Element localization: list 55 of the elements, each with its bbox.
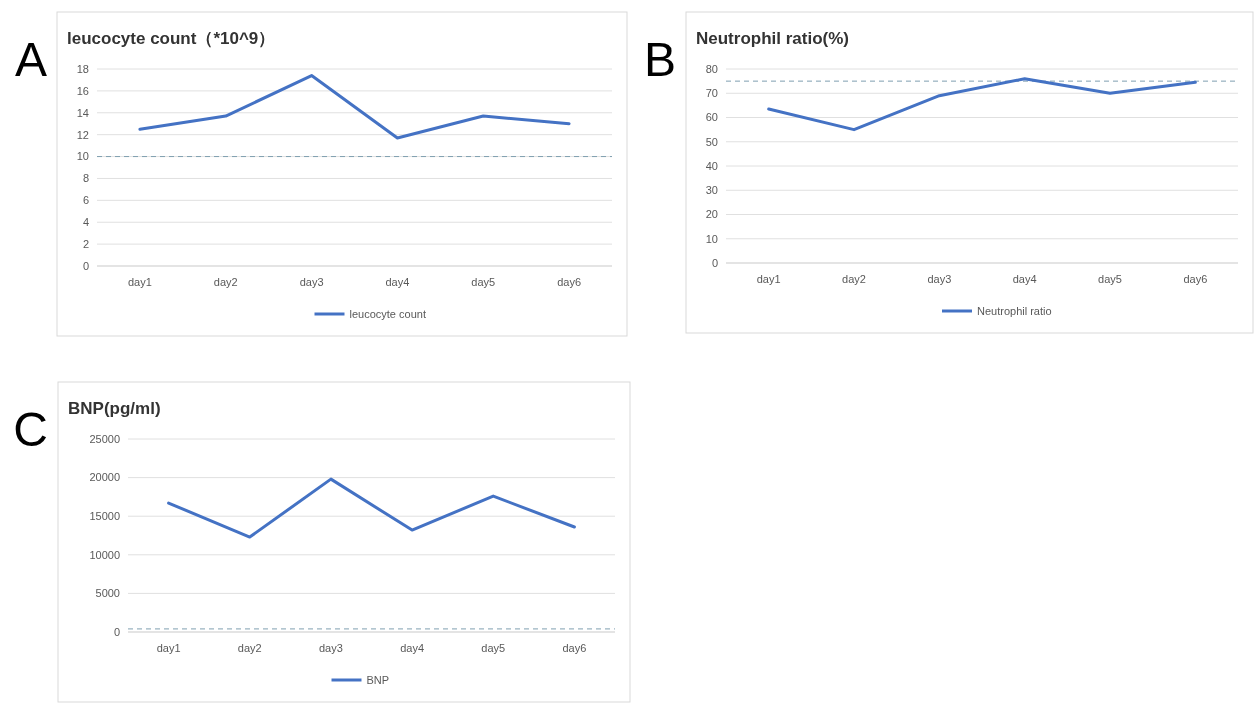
x-tick-label: day1 (756, 273, 781, 285)
y-tick-label: 10 (76, 150, 89, 163)
x-tick-label: day1 (156, 642, 181, 654)
y-tick-label: 4 (82, 216, 89, 229)
x-tick-label: day3 (318, 642, 343, 654)
x-tick-label: day5 (471, 276, 496, 288)
chart-title: Neutrophil ratio(%) (696, 29, 849, 48)
x-tick-label: day1 (127, 276, 152, 288)
x-tick-label: day4 (400, 642, 425, 654)
x-tick-label: day6 (557, 276, 582, 288)
y-tick-label: 8 (82, 172, 89, 185)
y-tick-label: 25000 (89, 432, 120, 445)
line-series (167, 477, 576, 539)
y-tick-label: 18 (76, 62, 89, 75)
y-tick-label: 6 (82, 194, 89, 207)
chart-title: BNP(pg/ml) (68, 399, 161, 418)
x-tick-label: day4 (1012, 273, 1037, 285)
y-tick-label: 15000 (89, 510, 120, 523)
y-tick-label: 20 (705, 208, 718, 221)
x-tick-label: day2 (237, 642, 262, 654)
x-tick-label: day5 (481, 642, 506, 654)
x-tick-label: day3 (299, 276, 324, 288)
y-tick-label: 2 (82, 237, 89, 250)
line-series (138, 74, 571, 140)
legend-label: BNP (366, 673, 390, 686)
y-tick-label: 10000 (89, 548, 120, 561)
x-tick-label: day2 (213, 276, 238, 288)
chart-title: leucocyte count（*10^9） (67, 29, 276, 48)
y-tick-label: 50 (705, 135, 718, 148)
x-tick-label: day4 (385, 276, 410, 288)
y-tick-label: 12 (76, 128, 89, 141)
y-tick-label: 0 (113, 625, 120, 638)
y-tick-label: 20000 (89, 471, 120, 484)
y-tick-label: 40 (705, 159, 718, 172)
x-tick-label: day3 (927, 273, 952, 285)
x-tick-label: day6 (1183, 273, 1208, 285)
legend-label: Neutrophil ratio (977, 304, 1052, 317)
x-tick-label: day2 (842, 273, 866, 285)
line-series (767, 77, 1197, 132)
text: C (13, 403, 48, 456)
y-tick-label: 10 (705, 232, 718, 245)
legend-label: leucocyte count (349, 307, 426, 320)
y-tick-label: 5000 (95, 587, 120, 600)
y-tick-label: 0 (82, 259, 89, 272)
y-tick-label: 30 (705, 184, 718, 197)
y-tick-label: 0 (711, 256, 718, 269)
text: B (643, 33, 676, 86)
y-tick-label: 70 (705, 87, 718, 100)
y-tick-label: 14 (76, 106, 89, 119)
x-tick-label: day5 (1098, 273, 1122, 285)
y-tick-label: 80 (705, 62, 718, 75)
text: A (14, 33, 47, 86)
y-tick-label: 16 (76, 84, 89, 97)
y-tick-label: 60 (705, 111, 718, 124)
x-tick-label: day6 (562, 642, 587, 654)
